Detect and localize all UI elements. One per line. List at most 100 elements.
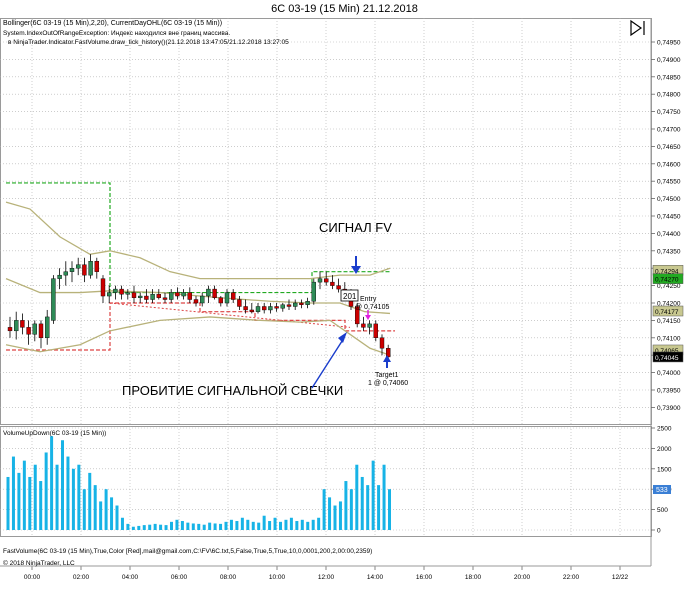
day-low-line: [6, 302, 395, 351]
price-badge: [652, 351, 684, 363]
entry-marker: [365, 310, 371, 320]
bollinger-lower: [5, 316, 391, 356]
volume-bar: [28, 476, 32, 530]
volume-bar: [142, 525, 146, 530]
price-tick-label: 0,74850: [657, 74, 681, 81]
price-axis: 0,74950 0,74900 0,74850 0,74800 0,74750 0,747…: [651, 40, 681, 412]
price-tick-label: 0,74650: [657, 144, 681, 151]
volume-bar: [344, 481, 348, 530]
candle-up: [13, 320, 19, 332]
volume-bar: [317, 517, 321, 530]
candle-down: [299, 302, 304, 305]
volume-bar: [126, 523, 130, 530]
candle-up: [51, 278, 56, 321]
day-levels: [6, 182, 395, 351]
chart-canvas[interactable]: 0,74950 0,74900 0,74850 0,74800 0,74750 0,747…: [0, 18, 689, 600]
candle-down: [175, 292, 180, 297]
price-tick-label: 0,74700: [657, 127, 681, 134]
price-badge-label: 0,74045: [655, 355, 679, 362]
candle-up: [125, 292, 131, 295]
volume-bar: [360, 476, 364, 530]
volume-bar: [82, 489, 86, 530]
volume-bar: [44, 452, 48, 530]
candle-down: [274, 306, 279, 309]
price-tick-label: 0,74600: [657, 161, 681, 168]
volume-bar: [300, 519, 304, 530]
volume-bar: [333, 505, 337, 530]
price-tick-label: 0,74550: [657, 179, 681, 186]
time-tick-label: 16:00: [416, 574, 433, 581]
volume-bar: [306, 521, 310, 530]
volume-bar: [77, 464, 81, 530]
candle-up: [199, 295, 205, 304]
price-tick-label: 0,74500: [657, 196, 681, 203]
candle-down: [187, 292, 193, 300]
volume-bar: [180, 521, 184, 530]
collapse-panel-icon[interactable]: [630, 19, 645, 37]
candle-up: [280, 304, 285, 309]
volume-bar: [61, 440, 64, 530]
candle-down: [162, 297, 168, 300]
target-arrow: [383, 355, 391, 368]
price-tick-label: 0,74100: [657, 335, 681, 342]
candle-up: [69, 267, 75, 272]
volume-bar: [11, 456, 15, 530]
volume-tick-label: 1500: [657, 466, 672, 473]
volume-badge-label: 533: [656, 487, 668, 494]
copyright: © 2018 NinjaTrader, LLC: [3, 559, 75, 567]
volume-bar: [311, 519, 315, 530]
volume-bar: [93, 485, 97, 530]
volume-bar: [240, 517, 244, 530]
breakout-label: ПРОБИТИЕ СИГНАЛЬНОЙ СВЕЧКИ: [122, 383, 343, 398]
volume-bar: [371, 460, 375, 530]
volume-bar: [328, 497, 332, 530]
price-tick-label: 0,74450: [657, 214, 681, 221]
candle-down: [286, 304, 292, 307]
candle-up: [224, 292, 230, 304]
chart-frame[interactable]: 0,74950 0,74900 0,74850 0,74800 0,74750 0,747…: [0, 18, 689, 600]
volume-bar: [159, 524, 163, 530]
candle-down: [237, 299, 242, 307]
volume-bar: [284, 519, 288, 530]
volume-bar: [338, 501, 342, 530]
candle-down: [119, 288, 124, 295]
price-badge: [652, 273, 684, 284]
time-tick-label: 06:00: [171, 574, 188, 581]
candle-down: [249, 309, 255, 312]
candle-down: [156, 294, 162, 298]
candle-up: [113, 288, 118, 293]
candle-down: [218, 297, 224, 304]
volume-tick-label: 0: [657, 528, 661, 535]
volume-bar: [55, 464, 59, 530]
candle-up: [293, 302, 298, 307]
volume-bar: [224, 521, 228, 530]
candle-down: [20, 320, 25, 328]
volume-bar: [175, 519, 179, 530]
volume-bar: [110, 497, 114, 530]
volume-bars: [6, 436, 391, 530]
candle-down: [379, 337, 385, 349]
time-tick-label: 00:00: [24, 574, 41, 581]
candle-up: [367, 323, 372, 328]
price-tick-label: 0,74900: [657, 57, 681, 64]
time-tick-label: 12:00: [318, 574, 335, 581]
day-open-line: [109, 302, 351, 328]
candle-down: [330, 281, 335, 286]
candle-down: [7, 327, 13, 332]
volume-bar: [257, 522, 261, 530]
time-tick-label: 18:00: [465, 574, 482, 581]
time-tick-label: 10:00: [269, 574, 286, 581]
volume-tick-label: 2500: [657, 426, 672, 433]
volume-bar: [273, 517, 277, 530]
candle-up: [255, 306, 261, 312]
candle-up: [268, 306, 273, 311]
candle-down: [212, 288, 217, 298]
candle-up: [168, 292, 174, 300]
time-tick-label: 20:00: [514, 574, 531, 581]
volume-bar: [115, 505, 119, 530]
price-tick-label: 0,74400: [657, 231, 681, 238]
window-title: 6C 03-19 (15 Min) 21.12.2018: [271, 3, 418, 15]
candle-up: [63, 271, 68, 276]
candle-down: [262, 306, 267, 311]
volume-bar: [268, 521, 272, 530]
